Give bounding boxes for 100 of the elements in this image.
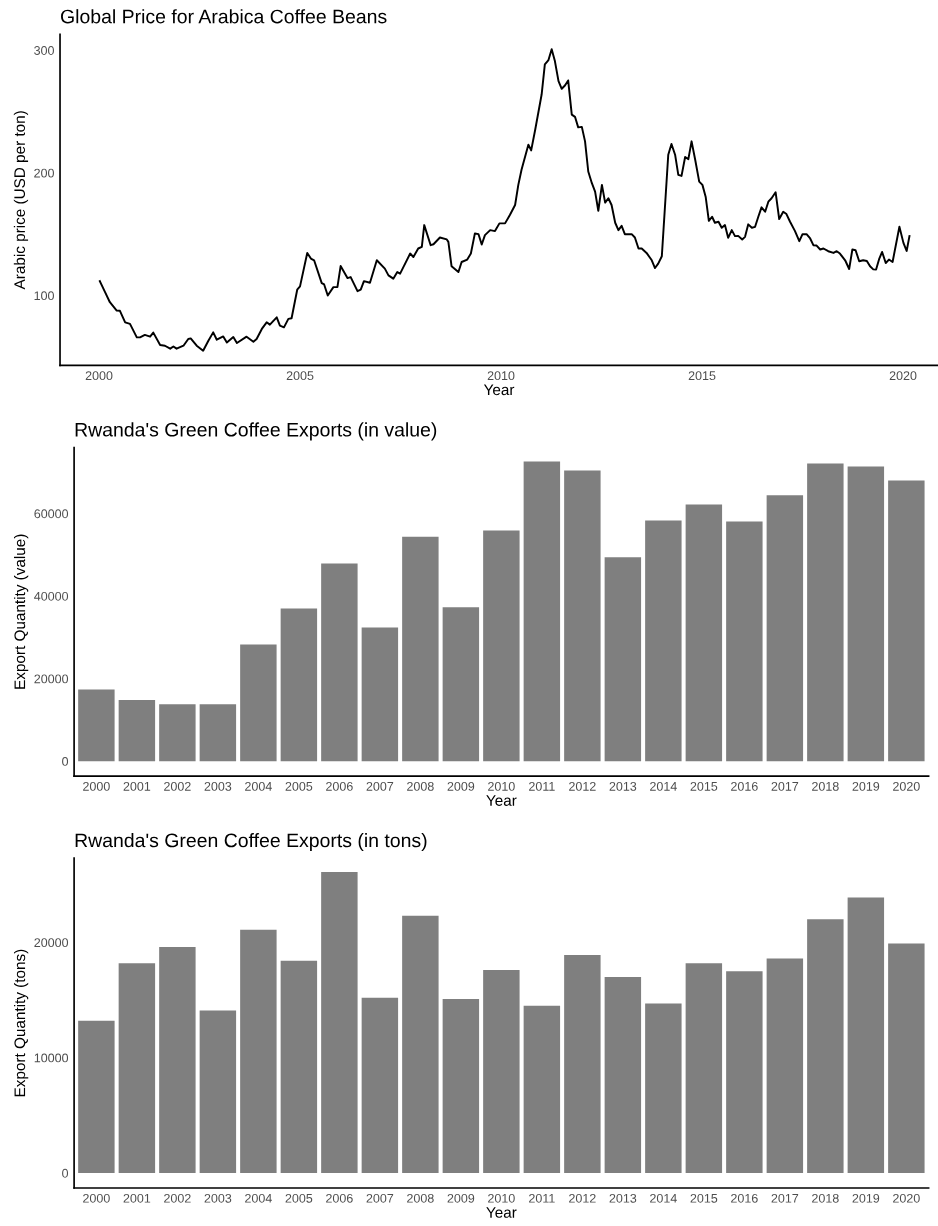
x-tick-label: 2000 xyxy=(85,371,113,381)
x-tick-label: 2007 xyxy=(366,1193,394,1203)
bar xyxy=(604,557,642,762)
y-tick-label: 20000 xyxy=(34,674,69,684)
y-tick-label: 300 xyxy=(34,46,54,55)
bar xyxy=(847,466,885,762)
bar xyxy=(78,1020,115,1173)
bar xyxy=(442,998,480,1173)
x-tick-label: 2001 xyxy=(123,781,151,791)
x-tick-label: 2007 xyxy=(366,781,394,791)
x-tick-label: 2005 xyxy=(285,1193,313,1203)
bar xyxy=(483,970,520,1173)
bar xyxy=(361,627,399,762)
y-tick-label: 0 xyxy=(62,1168,69,1178)
bar xyxy=(483,530,520,762)
y-axis-title: Arabic price (USD per ton) xyxy=(13,111,29,290)
x-axis-title: Year xyxy=(486,1207,517,1218)
line-series xyxy=(98,48,911,352)
bar xyxy=(361,997,399,1173)
bar xyxy=(159,704,196,762)
x-tick-label: 2014 xyxy=(650,1193,677,1203)
x-tick-label: 2000 xyxy=(83,781,110,791)
bar xyxy=(199,704,237,762)
x-tick-label: 2020 xyxy=(893,1193,920,1203)
bar xyxy=(807,463,844,762)
bar xyxy=(766,495,804,762)
x-tick-label: 2013 xyxy=(609,1193,637,1203)
bar xyxy=(240,644,277,762)
y-tick-label: 100 xyxy=(34,291,54,301)
bar xyxy=(564,955,601,1173)
bar xyxy=(645,520,682,762)
y-tick-label: 20000 xyxy=(34,938,69,948)
bar xyxy=(118,963,156,1173)
bar xyxy=(604,976,642,1173)
bar xyxy=(847,897,885,1173)
x-tick-label: 2008 xyxy=(407,781,434,791)
y-axis-title: Export Quantity (tons) xyxy=(13,949,29,1097)
bar xyxy=(726,971,763,1173)
x-tick-label: 2004 xyxy=(245,781,272,791)
bar xyxy=(280,960,318,1173)
bar xyxy=(402,915,439,1173)
bar xyxy=(888,480,925,762)
bar xyxy=(726,521,763,762)
bar xyxy=(321,563,358,762)
x-tick-label: 2013 xyxy=(609,781,637,791)
bar xyxy=(118,700,156,762)
y-axis-title: Export Quantity (value) xyxy=(13,534,29,689)
bar xyxy=(888,943,925,1173)
x-tick-label: 2006 xyxy=(326,1193,353,1203)
y-tick-label: 10000 xyxy=(34,1053,69,1063)
x-tick-label: 2020 xyxy=(893,781,920,791)
bar xyxy=(402,536,439,762)
chart-title: Global Price for Arabica Coffee Beans xyxy=(61,9,387,24)
x-tick-label: 2005 xyxy=(286,371,314,381)
y-tick-label: 60000 xyxy=(34,509,69,519)
bar xyxy=(78,689,115,762)
x-tick-label: 2010 xyxy=(488,1193,515,1203)
x-axis-title: Year xyxy=(483,384,515,396)
x-tick-label: 2015 xyxy=(688,371,716,381)
y-tick-label: 200 xyxy=(34,168,54,178)
bar xyxy=(240,929,277,1173)
x-tick-label: 2003 xyxy=(204,1193,232,1203)
x-tick-label: 2009 xyxy=(447,781,475,791)
x-tick-label: 2003 xyxy=(204,781,232,791)
bar xyxy=(807,919,844,1173)
bar xyxy=(645,1003,682,1173)
x-tick-label: 2011 xyxy=(529,781,555,791)
x-tick-label: 2018 xyxy=(812,1193,839,1203)
bar xyxy=(280,608,318,762)
x-tick-label: 2012 xyxy=(569,781,596,791)
y-tick-label: 40000 xyxy=(34,591,69,601)
x-tick-label: 2012 xyxy=(569,1193,596,1203)
x-tick-label: 2019 xyxy=(852,1193,880,1203)
x-tick-label: 2019 xyxy=(852,781,880,791)
x-tick-label: 2011 xyxy=(529,1193,555,1203)
bar xyxy=(442,607,480,762)
bar xyxy=(685,963,723,1173)
x-tick-label: 2002 xyxy=(164,1193,191,1203)
bar xyxy=(523,1005,561,1173)
x-tick-label: 2014 xyxy=(650,781,677,791)
x-tick-label: 2017 xyxy=(771,1193,799,1203)
x-tick-label: 2005 xyxy=(285,781,313,791)
x-tick-label: 2017 xyxy=(771,781,799,791)
bar xyxy=(321,872,358,1173)
y-tick-label: 0 xyxy=(62,757,69,766)
x-tick-label: 2004 xyxy=(245,1193,272,1203)
x-tick-label: 2018 xyxy=(812,781,839,791)
x-tick-label: 2006 xyxy=(326,781,353,791)
x-tick-label: 2001 xyxy=(123,1193,151,1203)
x-tick-label: 2015 xyxy=(690,1193,718,1203)
x-tick-label: 2015 xyxy=(690,781,718,791)
x-tick-label: 2000 xyxy=(83,1193,110,1203)
x-tick-label: 2010 xyxy=(487,371,515,381)
bar xyxy=(523,461,561,762)
chart-title: Rwanda's Green Coffee Exports (in tons) xyxy=(75,833,427,852)
x-tick-label: 2002 xyxy=(164,781,191,791)
x-tick-label: 2020 xyxy=(889,371,917,381)
x-tick-label: 2016 xyxy=(731,1193,758,1203)
bar xyxy=(766,958,804,1173)
bar xyxy=(685,504,723,762)
